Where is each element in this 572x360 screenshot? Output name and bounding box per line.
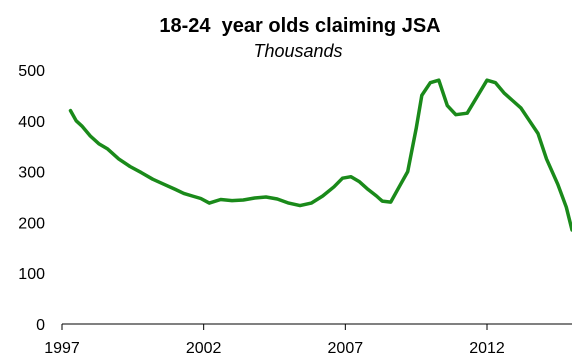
x-tick-marks [61, 324, 488, 330]
x-tick-label: 2002 [186, 340, 222, 357]
y-tick-label: 400 [18, 114, 45, 131]
x-tick-label: 1997 [44, 340, 80, 357]
x-tick-labels: 1997 2002 2007 2012 [44, 340, 505, 357]
chart-subtitle: Thousands [253, 41, 342, 61]
x-tick-label: 2007 [328, 340, 364, 357]
chart-title: 18-24 year olds claiming JSA [159, 15, 440, 37]
y-tick-label: 100 [18, 266, 45, 283]
y-tick-label: 0 [36, 317, 45, 334]
y-tick-label: 200 [18, 215, 45, 232]
series-line [68, 78, 572, 232]
x-tick-label: 2012 [469, 340, 505, 357]
y-tick-labels: 0 100 200 300 400 500 [18, 63, 45, 334]
y-tick-label: 500 [18, 63, 45, 80]
y-tick-label: 300 [18, 165, 45, 182]
